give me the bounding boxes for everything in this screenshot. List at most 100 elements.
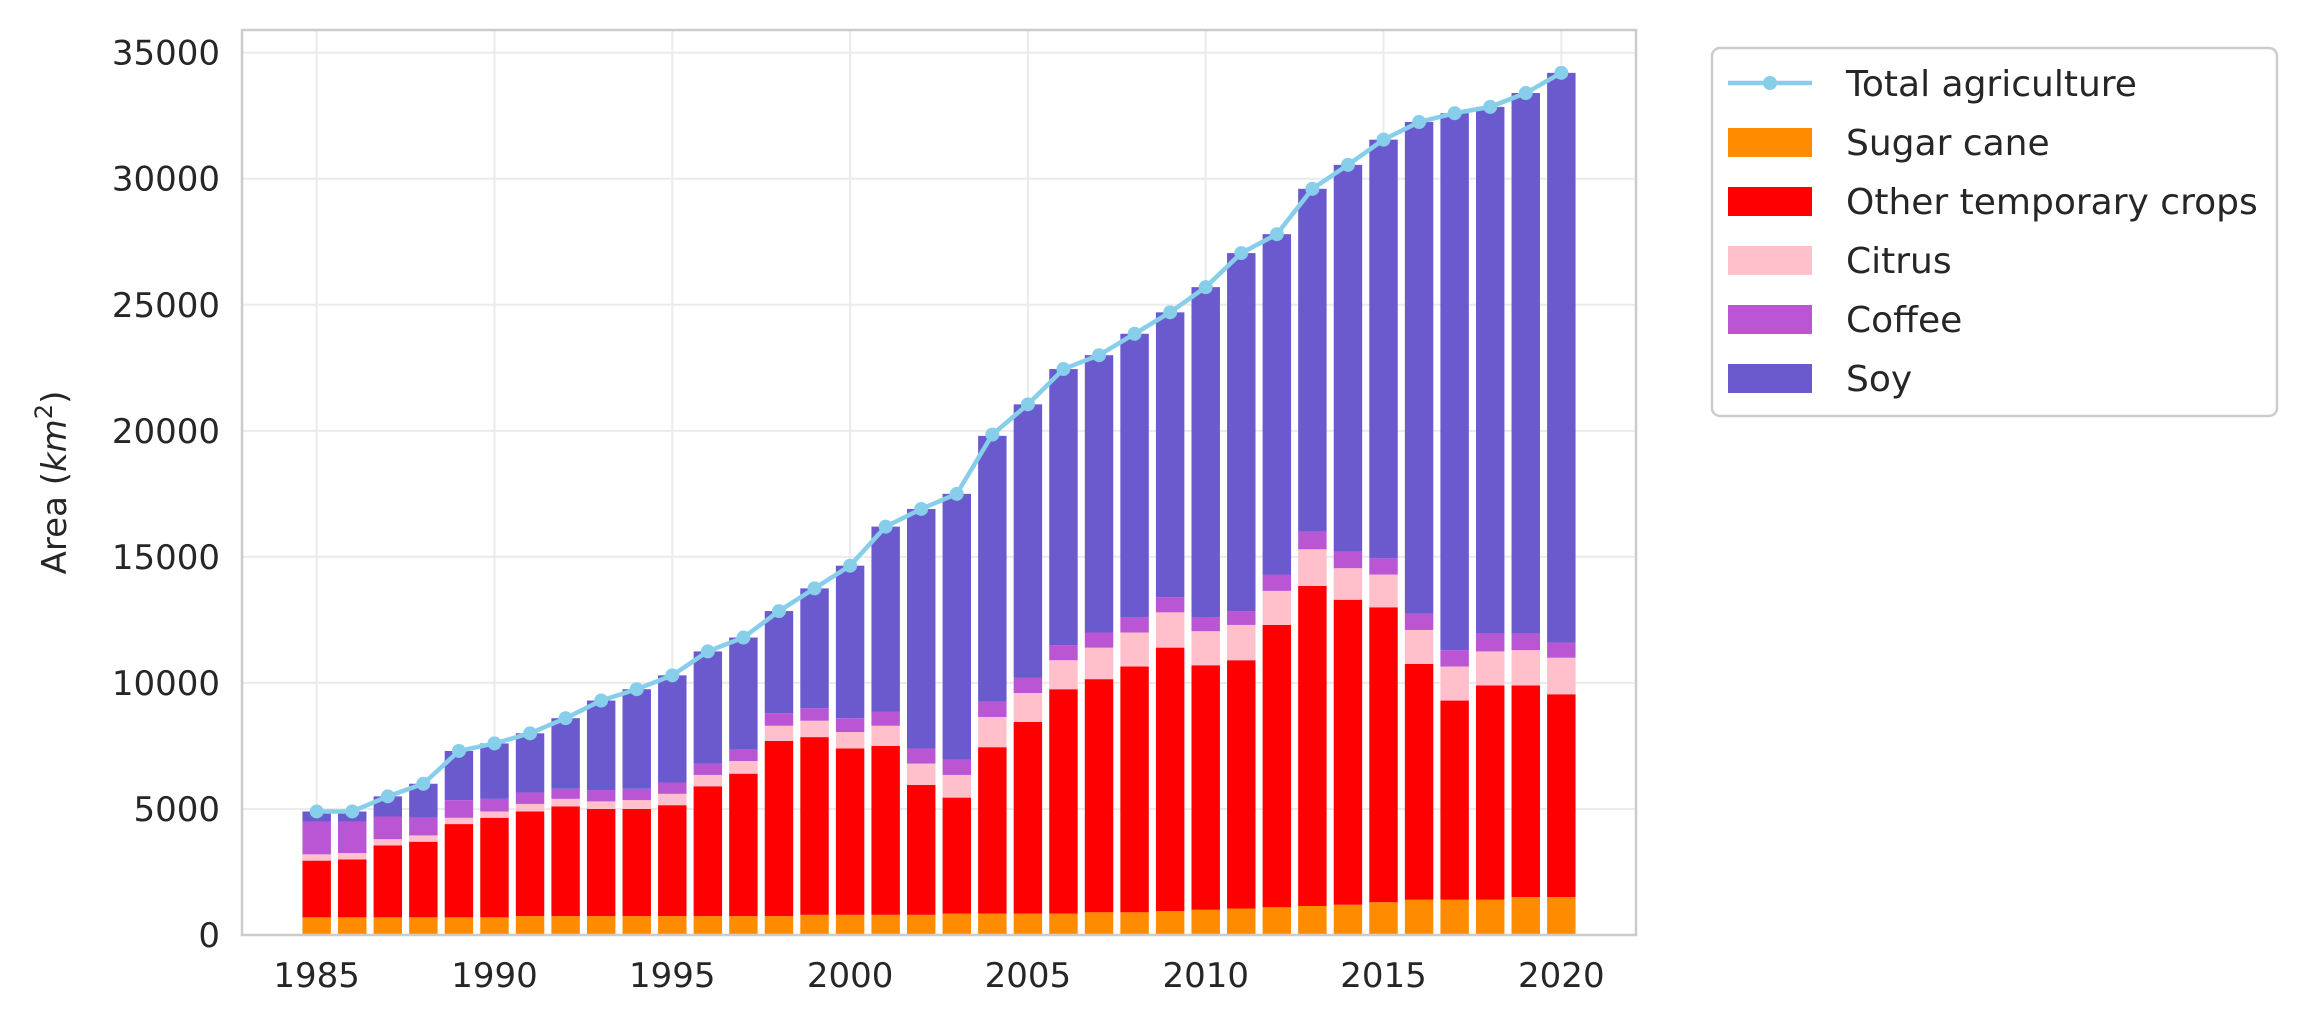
bar-sugar-cane-2018 [1475, 899, 1505, 935]
y-axis-label-suffix: ) [35, 391, 75, 404]
bar-sugar-cane-2000 [835, 914, 865, 935]
bar-sugar-cane-1991 [515, 916, 545, 935]
bar-other-temporary-crops-1995 [658, 805, 687, 917]
bar-sugar-cane-2001 [871, 914, 900, 935]
bar-other-temporary-crops-2005 [1013, 721, 1043, 914]
y-tick-label: 35000 [112, 34, 220, 74]
bar-sugar-cane-1995 [658, 916, 687, 935]
bar-coffee-1994 [622, 788, 651, 801]
bar-coffee-2003 [942, 759, 972, 775]
bar-sugar-cane-2007 [1084, 912, 1114, 935]
bar-citrus-2007 [1084, 647, 1114, 680]
y-axis-label-exponent: 2 [30, 404, 58, 419]
total-agriculture-point-1991 [523, 726, 538, 741]
total-agriculture-point-2018 [1483, 99, 1498, 114]
bar-other-temporary-crops-2012 [1262, 624, 1292, 908]
bar-citrus-2015 [1369, 574, 1398, 608]
bar-citrus-2014 [1333, 568, 1363, 600]
bar-citrus-1987 [373, 839, 403, 846]
bar-citrus-2001 [871, 725, 900, 746]
bar-sugar-cane-2008 [1120, 912, 1149, 935]
bar-other-temporary-crops-1985 [302, 860, 331, 918]
bar-other-temporary-crops-1992 [551, 806, 580, 917]
legend-label-other-temporary-crops: Other temporary crops [1846, 182, 2258, 223]
bar-sugar-cane-2012 [1262, 907, 1292, 935]
bar-other-temporary-crops-2016 [1404, 664, 1434, 900]
total-agriculture-point-2000 [843, 558, 858, 573]
bar-coffee-1986 [338, 821, 367, 854]
bar-other-temporary-crops-1986 [338, 859, 367, 918]
total-agriculture-point-2008 [1127, 326, 1142, 341]
y-tick-label: 15000 [112, 538, 220, 578]
y-tick-label: 5000 [133, 790, 220, 830]
bar-sugar-cane-2009 [1155, 911, 1185, 935]
bar-coffee-2014 [1333, 551, 1363, 569]
bar-sugar-cane-2011 [1227, 908, 1256, 935]
bar-coffee-2012 [1262, 574, 1292, 591]
bar-soy-2019 [1511, 93, 1540, 634]
total-agriculture-point-2003 [949, 486, 964, 501]
total-agriculture-point-1986 [345, 804, 360, 819]
bar-sugar-cane-1990 [480, 917, 509, 935]
bar-sugar-cane-1986 [338, 917, 367, 935]
total-line-series [309, 65, 1569, 819]
bar-citrus-1999 [800, 720, 829, 738]
total-agriculture-point-2020 [1554, 65, 1569, 80]
y-tick-label: 25000 [112, 286, 220, 326]
bar-other-temporary-crops-2018 [1475, 685, 1505, 900]
bar-soy-2007 [1084, 355, 1114, 633]
bar-soy-2008 [1120, 333, 1149, 618]
bar-citrus-2004 [978, 716, 1007, 748]
y-axis-label-unit: km [35, 419, 75, 472]
bar-citrus-2013 [1298, 549, 1327, 586]
total-agriculture-point-2007 [1092, 348, 1107, 363]
bar-coffee-1996 [693, 763, 723, 775]
bar-citrus-1992 [551, 798, 580, 807]
bar-citrus-1998 [764, 725, 794, 741]
bar-coffee-2019 [1511, 633, 1540, 651]
bar-coffee-2008 [1120, 617, 1149, 633]
total-agriculture-point-2004 [985, 427, 1000, 442]
x-tick-label: 2010 [1162, 956, 1249, 996]
bar-soy-2012 [1262, 234, 1292, 575]
bar-citrus-2017 [1440, 666, 1469, 701]
legend-swatch-sugar-cane [1728, 128, 1812, 157]
bar-other-temporary-crops-2003 [942, 797, 972, 914]
bar-other-temporary-crops-2001 [871, 745, 900, 915]
bar-soy-1994 [622, 689, 651, 789]
legend-line-marker [1763, 76, 1777, 90]
bar-sugar-cane-2006 [1049, 913, 1078, 935]
bar-other-temporary-crops-2019 [1511, 685, 1540, 898]
bar-other-temporary-crops-2020 [1547, 694, 1576, 898]
total-agriculture-point-1994 [629, 682, 644, 697]
total-agriculture-point-2013 [1305, 181, 1320, 196]
bar-citrus-1994 [622, 800, 651, 809]
bar-citrus-1990 [480, 811, 509, 818]
total-agriculture-point-2017 [1447, 106, 1462, 121]
bar-coffee-2001 [871, 711, 900, 726]
bar-coffee-1995 [658, 782, 687, 794]
bar-sugar-cane-2014 [1333, 904, 1363, 935]
bar-sugar-cane-2019 [1511, 897, 1540, 935]
bar-other-temporary-crops-2014 [1333, 599, 1363, 905]
bar-citrus-1995 [658, 793, 687, 806]
legend-swatch-coffee [1728, 305, 1812, 334]
x-tick-label: 1985 [273, 956, 360, 996]
bar-coffee-1988 [409, 817, 438, 836]
bar-coffee-1998 [764, 713, 794, 726]
bar-other-temporary-crops-2004 [978, 747, 1007, 914]
bar-citrus-1988 [409, 835, 438, 842]
bar-coffee-2017 [1440, 650, 1469, 667]
bar-soy-1990 [480, 743, 509, 799]
bar-coffee-2013 [1298, 531, 1327, 550]
bar-citrus-2018 [1475, 651, 1505, 686]
bar-soy-2001 [871, 526, 900, 712]
bar-soy-1998 [764, 611, 794, 714]
total-agriculture-point-1988 [416, 776, 431, 791]
bar-sugar-cane-2015 [1369, 902, 1398, 935]
bar-soy-2003 [942, 493, 972, 760]
bar-other-temporary-crops-2010 [1191, 665, 1220, 910]
bar-coffee-2000 [835, 718, 865, 733]
bar-sugar-cane-1993 [586, 916, 616, 935]
bar-coffee-2007 [1084, 632, 1114, 648]
